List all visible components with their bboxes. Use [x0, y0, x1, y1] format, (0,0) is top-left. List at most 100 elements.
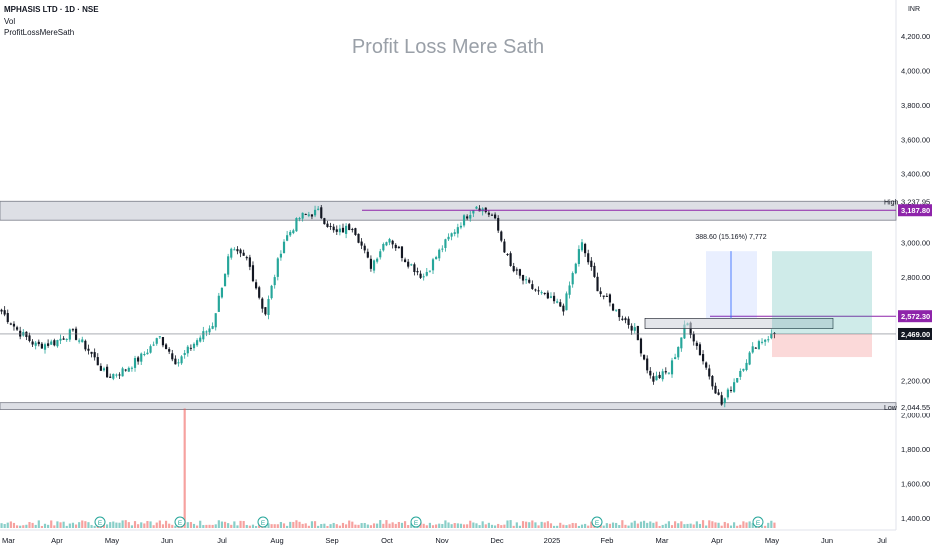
volume-bar: [360, 523, 363, 528]
volume-bar: [183, 408, 186, 528]
volume-bar: [674, 521, 677, 528]
candle-body: [214, 313, 217, 328]
volume-bar: [577, 525, 580, 528]
symbol-title: MPHASIS LTD · 1D · NSE: [4, 5, 99, 14]
candle-body: [109, 376, 112, 378]
candle-body: [658, 374, 661, 378]
volume-bar: [587, 525, 590, 528]
candle-body: [93, 352, 96, 358]
candle-body: [133, 358, 137, 368]
volume-bar: [363, 522, 366, 528]
volume-bar: [431, 525, 435, 528]
volume-bar: [93, 525, 96, 528]
candle-body: [74, 328, 78, 340]
candle-body: [208, 328, 211, 333]
candle-body: [323, 218, 326, 225]
volume-bar: [760, 525, 764, 528]
volume-bar: [624, 524, 627, 528]
earnings-marker[interactable]: E: [94, 516, 106, 528]
volume-bar: [686, 523, 689, 528]
candle-body: [562, 305, 565, 312]
candle-body: [112, 373, 115, 379]
candle-body: [649, 370, 652, 376]
earnings-marker[interactable]: E: [591, 516, 603, 528]
candle-body: [31, 341, 34, 345]
volume-bar: [649, 521, 652, 528]
candle-body: [137, 357, 140, 362]
x-tick-label: Feb: [601, 536, 614, 545]
earnings-label: E: [756, 520, 761, 527]
candle-body: [130, 367, 134, 369]
x-tick-label: Sep: [325, 536, 338, 545]
volume-bar: [618, 525, 621, 528]
earnings-marker[interactable]: E: [174, 516, 186, 528]
volume-bar: [6, 522, 9, 528]
earnings-marker[interactable]: E: [257, 516, 269, 528]
price-label-box: [898, 310, 932, 323]
candle-body: [456, 227, 459, 234]
volume-bar: [149, 521, 152, 528]
volume-bar: [258, 525, 261, 528]
volume-bar: [15, 525, 19, 528]
volume-bar: [267, 523, 270, 528]
candle-body: [202, 331, 205, 340]
volume-bar: [332, 522, 335, 528]
candle-body: [326, 223, 329, 227]
candle-body: [497, 218, 500, 231]
candle-body: [245, 257, 248, 259]
volume-bar: [28, 522, 31, 528]
candle-body: [124, 369, 127, 371]
candle-body: [587, 253, 590, 263]
candle-body: [211, 326, 214, 329]
candle-body: [608, 294, 612, 303]
candle-body: [729, 389, 733, 391]
candle-body: [37, 341, 40, 345]
candle-body: [748, 352, 751, 365]
volume-bar: [739, 524, 742, 528]
volume-bar: [720, 525, 723, 528]
candle-body: [276, 258, 279, 277]
volume-bar: [652, 522, 655, 528]
volume-bar: [456, 523, 459, 528]
volume-bar: [444, 520, 447, 528]
volume-bar: [254, 525, 258, 528]
measure-label: 388.60 (15.16%) 7,772: [695, 234, 766, 241]
candle-body: [351, 229, 354, 231]
candle-body: [292, 230, 295, 234]
earnings-marker[interactable]: E: [410, 516, 422, 528]
volume-bar: [317, 525, 320, 528]
candle-body: [87, 348, 90, 351]
candle-body: [192, 343, 196, 349]
candle-body: [642, 354, 646, 360]
y-tick-label: 1,600.00: [901, 480, 930, 489]
candle-body: [149, 346, 152, 353]
measure-box: [706, 251, 757, 319]
x-tick-label: Jun: [161, 536, 173, 545]
candle-body: [590, 260, 593, 267]
candle-body: [186, 346, 189, 354]
volume-bar: [199, 520, 202, 528]
volume-bar: [512, 525, 515, 528]
x-tick-label: Aug: [270, 536, 283, 545]
volume-bar: [140, 522, 143, 528]
volume-bar: [81, 520, 84, 528]
volume-bar: [245, 524, 248, 528]
earnings-marker[interactable]: E: [752, 516, 764, 528]
volume-bar: [137, 524, 140, 528]
candle-body: [515, 269, 518, 271]
volume-bar: [646, 522, 649, 528]
volume-bar: [494, 525, 497, 528]
volume-bar: [698, 523, 702, 528]
volume-bar: [233, 521, 236, 528]
volume-bar: [475, 523, 478, 528]
volume-bar: [248, 525, 251, 528]
volume-bar: [214, 524, 217, 528]
volume-bar: [639, 521, 643, 528]
candle-body: [577, 249, 580, 264]
candle-body: [96, 357, 99, 366]
candle-body: [435, 257, 438, 260]
candle-body: [28, 335, 31, 341]
volume-bar: [37, 520, 40, 528]
candle-body: [6, 313, 9, 323]
